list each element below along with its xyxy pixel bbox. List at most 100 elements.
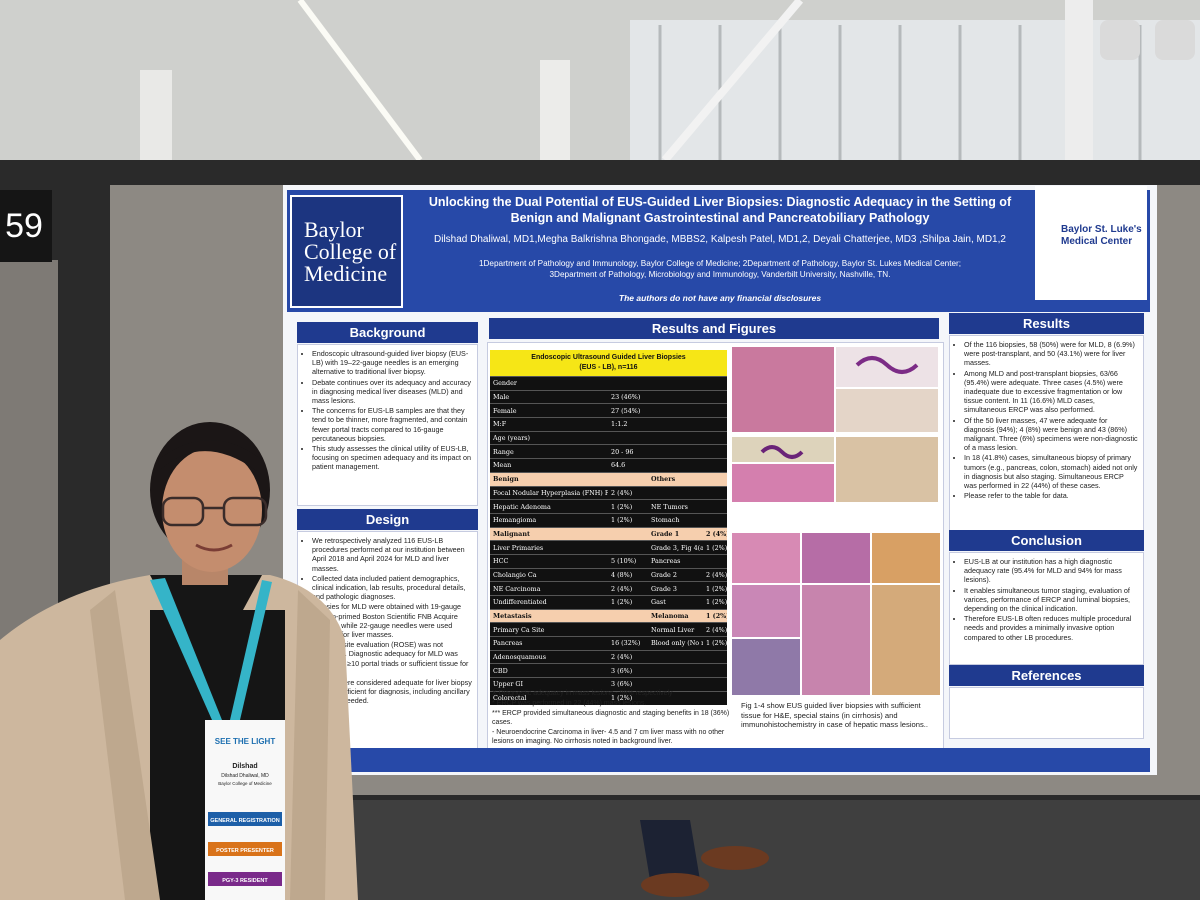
table-cell: M:F [493, 420, 507, 429]
figure [732, 464, 834, 502]
visitor-legs [640, 820, 700, 880]
table-cell: Grade 2 [651, 570, 677, 579]
logo-line: Baylor St. Luke's [1061, 224, 1142, 235]
logo-line: Medicine [304, 261, 388, 286]
table-row: CBD 3 (6%) [490, 663, 727, 677]
figure [732, 585, 800, 637]
bullet: Collected data included patient demograp… [312, 574, 472, 602]
table-row: M:F 1:1.2 [490, 417, 727, 431]
section-heading: Background [297, 322, 478, 343]
bullet: The concerns for EUS-LB samples are that… [312, 406, 472, 443]
figure [732, 533, 800, 583]
bullet: It enables simultaneous tumor staging, e… [964, 586, 1138, 614]
lapel [90, 590, 160, 900]
table-row: Adenosquamous 2 (4%) [490, 649, 727, 664]
table-row: Colorectal 1 (2%) [490, 690, 727, 705]
speaker [1155, 20, 1195, 60]
table-row: Female 27 (54%) [490, 403, 727, 417]
table-row: Cholangio Ca 4 (8%) Grade 2 2 (4%) [490, 567, 727, 582]
table-row: Male 23 (46%) [490, 389, 727, 404]
table-cell: 64.6 [611, 461, 626, 470]
section-body: Of the 116 biopsies, 58 (50%) were for M… [949, 335, 1144, 531]
logo-line: Medical Center [1061, 236, 1133, 247]
table-cell: Pancreas [651, 557, 681, 566]
table-cell: Liver Primaries [493, 543, 544, 552]
column [140, 70, 172, 165]
table-cell: 2 (4%) [611, 653, 633, 662]
note: *** ERCP provided simultaneous diagnosti… [492, 710, 730, 726]
table-cell: Primary Ca Site [493, 625, 545, 634]
figure [836, 389, 938, 432]
logo-left: Baylor College of Medicine [290, 195, 403, 308]
ribbon [208, 812, 282, 826]
table-cell: 20 - 96 [611, 447, 634, 456]
table-row: Age (years) [490, 430, 727, 445]
booth-number: 59 [5, 207, 43, 245]
table-cell: 3 (6%) [611, 666, 633, 675]
face [162, 448, 262, 572]
table-cell: 1 (2%) [611, 502, 633, 511]
figure [872, 533, 940, 583]
section-heading: Conclusion [949, 530, 1144, 551]
table-cell: Hemangioma [493, 516, 537, 525]
section-heading: References [949, 665, 1144, 686]
ribbon-text: POSTER PRESENTER [216, 848, 274, 854]
ribbon [208, 872, 282, 886]
table-row: Upper GI 3 (6%) [490, 677, 727, 691]
table-row: Benign Others [490, 471, 727, 486]
bullet: We retrospectively analyzed 116 EUS-LB p… [312, 536, 472, 573]
affiliation-line: 1Department of Pathology and Immunology,… [478, 259, 962, 268]
table-row: Focal Nodular Hyperplasia (FNH) Fig 1(a,… [490, 485, 727, 500]
table-title: Endoscopic Ultrasound Guided Liver Biops… [490, 350, 727, 376]
bullet: This study assesses the clinical utility… [312, 444, 472, 472]
table-row: Pancreas 16 (32%) Blood only (No mass on1 … [490, 636, 727, 650]
table-cell: Gender [493, 379, 517, 388]
figures [732, 347, 940, 695]
table-title-line: (EUS - LB), n=116 [579, 364, 638, 371]
logo-line: College of [304, 239, 397, 264]
table-cell: Malignant [493, 529, 530, 538]
figure [836, 437, 938, 502]
figure-stain [760, 445, 804, 459]
table-row: Hepatic Adenoma 1 (2%) NE Tumors [490, 499, 727, 513]
table-cell: Grade 1 [651, 529, 680, 538]
bullet-list: We retrospectively analyzed 116 EUS-LB p… [312, 536, 472, 706]
badge-event: SEE THE LIGHT [215, 737, 276, 746]
logo-line: Baylor [304, 217, 364, 242]
table-row: Range 20 - 96 [490, 444, 727, 458]
badge-first-name: Dilshad [232, 763, 257, 770]
booth-sign [0, 190, 52, 262]
disclosure: The authors do not have any financial di… [618, 293, 822, 303]
table-cell: 2 (4%) [706, 529, 727, 538]
header-band [287, 190, 1150, 312]
hair-fringe [158, 440, 262, 475]
table-cell: 1 (2%) [706, 543, 727, 552]
table-cell: 1 (2%) [706, 584, 727, 593]
table-cell: 16 (32%) [611, 639, 641, 648]
column [540, 60, 570, 165]
table-cell: Colorectal [493, 694, 527, 703]
smile [195, 543, 233, 552]
figure [732, 639, 800, 695]
window-mullions [658, 25, 1142, 160]
table-cell: 2 (4%) [611, 584, 633, 593]
table-cell: Female [493, 406, 517, 415]
bullet: EUS-LB at our institution has a high dia… [964, 557, 1138, 585]
table-cell: Adenosquamous [493, 653, 547, 662]
note: X Diagnostic adequacy in mass lesions - … [492, 690, 673, 697]
table-cell: 3 (6%) [611, 680, 633, 689]
bullet: Debate continues over its adequacy and a… [312, 378, 472, 406]
note: * ERCP was performed in 22 (44%) mass le… [492, 700, 647, 707]
ceiling-light [297, 0, 423, 162]
table-cell: Benign [493, 475, 519, 484]
lanyard [230, 580, 272, 720]
note: - Neuroendocrine Carcinoma in liver- 4.5… [492, 729, 725, 745]
table-cell: NE Carcinoma [493, 584, 541, 593]
ribbon [208, 842, 282, 856]
table-cell: Undifferentiated [493, 598, 547, 607]
table-cell: 1 (2%) [611, 598, 633, 607]
table-cell: HCC [493, 557, 509, 566]
table-cell: Range [493, 447, 514, 456]
logo-right: Baylor St. Luke's Medical Center [1035, 186, 1147, 300]
